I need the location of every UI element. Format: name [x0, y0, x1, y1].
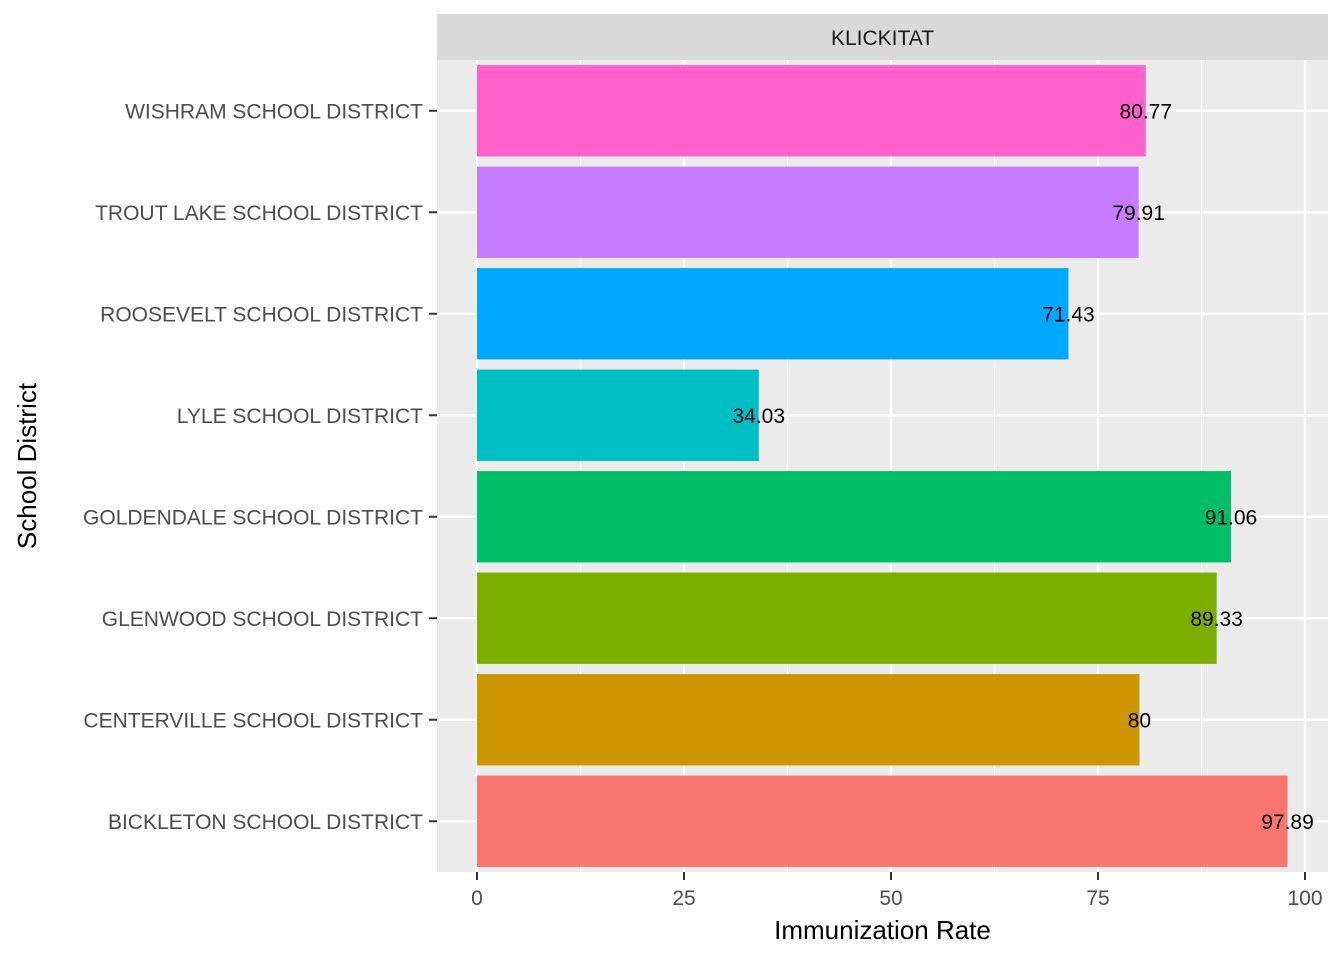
bar: [477, 471, 1231, 563]
data-label: 97.89: [1261, 811, 1314, 834]
facet-strip-label: KLICKITAT: [831, 27, 934, 50]
bar: [477, 572, 1217, 664]
y-axis-title: School District: [12, 382, 42, 549]
y-tick-label: LYLE SCHOOL DISTRICT: [177, 405, 423, 428]
data-label: 34.03: [732, 405, 785, 428]
data-labels: 97.89 80 89.33 91.06 34.03 71.43 79.91 80.77: [732, 100, 1313, 834]
x-axis-title: Immunization Rate: [774, 915, 991, 945]
data-label: 89.33: [1190, 608, 1243, 631]
data-label: 79.91: [1112, 202, 1165, 225]
x-tick-label: 25: [672, 887, 695, 910]
facet-strip: [437, 14, 1328, 60]
x-tick-label: 50: [879, 887, 902, 910]
y-tick-label: CENTERVILLE SCHOOL DISTRICT: [83, 709, 423, 732]
data-label: 91.06: [1205, 506, 1258, 529]
y-tick-label: WISHRAM SCHOOL DISTRICT: [125, 100, 423, 123]
x-tick-label: 100: [1287, 887, 1322, 910]
y-tick-label: TROUT LAKE SCHOOL DISTRICT: [95, 202, 423, 225]
x-tick-label: 75: [1086, 887, 1109, 910]
y-tick-label: BICKLETON SCHOOL DISTRICT: [108, 811, 423, 834]
x-axis: 0 25 50 75 100: [471, 872, 1323, 910]
y-axis: BICKLETON SCHOOL DISTRICT CENTERVILLE SCH…: [83, 100, 437, 834]
data-label: 71.43: [1042, 303, 1095, 326]
bar: [477, 268, 1069, 360]
bar: [477, 674, 1140, 766]
bar: [477, 369, 759, 461]
data-label: 80.77: [1119, 100, 1172, 123]
bar: [477, 65, 1146, 157]
y-tick-label: GLENWOOD SCHOOL DISTRICT: [102, 608, 423, 631]
bar: [477, 166, 1139, 258]
bars: [477, 65, 1288, 867]
y-tick-label: ROOSEVELT SCHOOL DISTRICT: [100, 303, 423, 326]
y-tick-label: GOLDENDALE SCHOOL DISTRICT: [83, 506, 423, 529]
x-tick-label: 0: [471, 887, 483, 910]
data-label: 80: [1128, 709, 1151, 732]
bar: [477, 775, 1288, 867]
